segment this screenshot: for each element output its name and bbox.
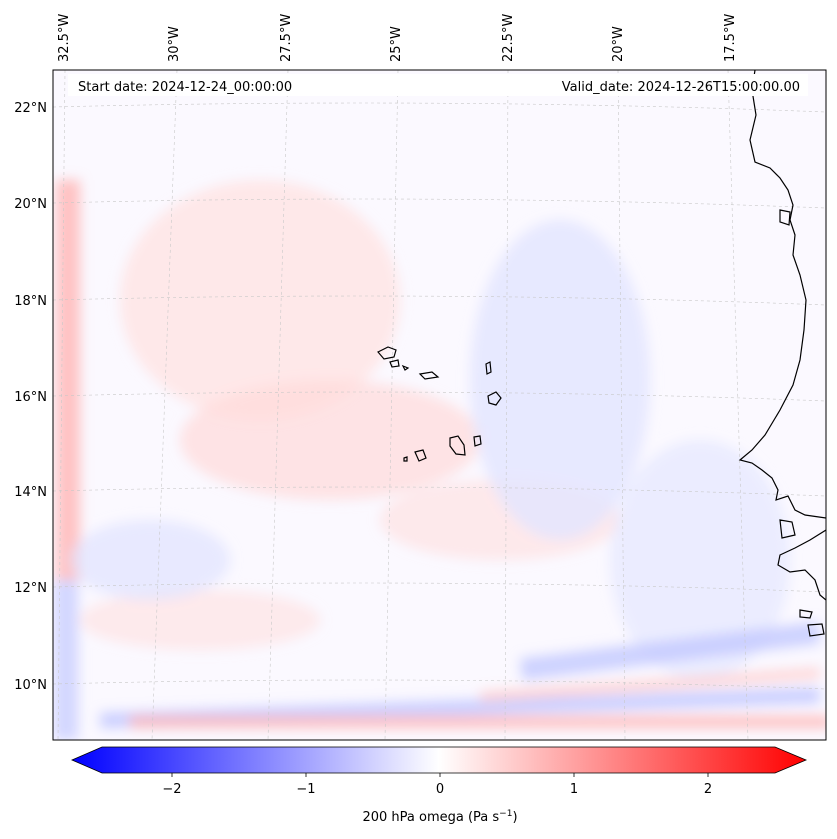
parallel-20n (53, 198, 826, 209)
field-negative-area (610, 440, 790, 680)
meridian-17.5w (727, 70, 749, 740)
field-bottom-positive-band (130, 716, 826, 728)
island-sao-vicente (389, 359, 400, 368)
graticule (53, 70, 826, 740)
lon-label: 32.5°W (57, 14, 72, 62)
colorbar-tick-label: −1 (296, 782, 315, 797)
parallel-18n (53, 295, 826, 306)
field-positive-area (120, 180, 400, 420)
africa-coastline (738, 70, 826, 519)
latitude-labels: 22°N 20°N 18°N 16°N 14°N 12°N 10°N (14, 101, 47, 693)
longitude-labels: 32.5°W 30°W 27.5°W 25°W 22.5°W 20°W 17.5… (57, 14, 738, 62)
field-bottom-positive-band (480, 668, 820, 702)
parallel-22n (53, 102, 826, 113)
lat-label: 10°N (14, 678, 47, 693)
lon-label: 17.5°W (723, 14, 738, 62)
parallel-16n (53, 391, 826, 402)
lat-label: 18°N (14, 294, 47, 309)
start-date-label: Start date: 2024-12-24_00:00:00 (78, 80, 292, 95)
island-sal (485, 361, 492, 375)
lat-label: 12°N (14, 581, 47, 596)
island-sao-nicolau (418, 371, 440, 380)
field-positive-area (80, 590, 320, 650)
field-positive-area (180, 380, 480, 500)
omega-field (54, 180, 826, 740)
meridian-32.5w (57, 70, 66, 740)
field-negative-area (470, 220, 650, 540)
lat-label: 20°N (14, 197, 47, 212)
meridian-20w (617, 70, 626, 740)
lat-label: 22°N (14, 101, 47, 116)
colorbar-title: 200 hPa omega (Pa s−1) (362, 809, 517, 825)
field-bottom-negative-band (519, 621, 821, 681)
colorbar-title-main: 200 hPa omega (Pa s (362, 810, 499, 825)
meridian-30w (151, 70, 178, 740)
parallel-10n (53, 679, 826, 690)
coastlines (377, 70, 826, 637)
meridian-25w (384, 70, 399, 740)
field-left-edge-negative (54, 580, 78, 740)
coast-islet (799, 609, 813, 619)
colorbar-ticks: −2 −1 0 1 2 (162, 773, 712, 797)
parallel-12n (53, 582, 826, 593)
island-santa-luzia (401, 364, 410, 371)
field-negative-area (70, 520, 230, 600)
island-boa-vista (487, 391, 502, 406)
island-santiago (449, 435, 466, 456)
colorbar-title-close: ) (512, 810, 517, 825)
lon-label: 25°W (389, 26, 404, 62)
coast-islet (779, 519, 796, 539)
island-santo-antao (377, 346, 397, 360)
valid-date-label: Valid_date: 2024-12-26T15:00:00.00 (562, 80, 800, 95)
meridian-22.5w (504, 70, 509, 740)
island-fogo (414, 449, 427, 462)
lon-label: 27.5°W (279, 14, 294, 62)
coast-islet (807, 623, 825, 637)
info-banner (68, 74, 808, 96)
lon-label: 22.5°W (501, 14, 516, 62)
colorbar-tick-label: 1 (570, 782, 578, 797)
island-brava (403, 456, 408, 462)
lon-label: 20°W (611, 26, 626, 62)
lat-label: 14°N (14, 485, 47, 500)
coast-islet (779, 209, 791, 226)
colorbar-tick-label: 0 (436, 782, 444, 797)
lat-label: 16°N (14, 390, 47, 405)
africa-coastline-south (777, 529, 826, 601)
colorbar: −2 −1 0 1 2 200 hPa omega (Pa s−1) (70, 746, 808, 825)
colorbar-tick-label: −2 (162, 782, 181, 797)
colorbar-title-exponent: −1 (499, 809, 512, 819)
colorbar-bar (70, 746, 808, 774)
map-frame (52, 69, 827, 741)
parallel-14n (53, 486, 826, 497)
field-left-edge-positive (56, 180, 80, 580)
island-maio (473, 435, 482, 447)
colorbar-tick-label: 2 (704, 782, 712, 797)
meridian-27.5w (267, 70, 289, 740)
lon-label: 30°W (167, 26, 182, 62)
